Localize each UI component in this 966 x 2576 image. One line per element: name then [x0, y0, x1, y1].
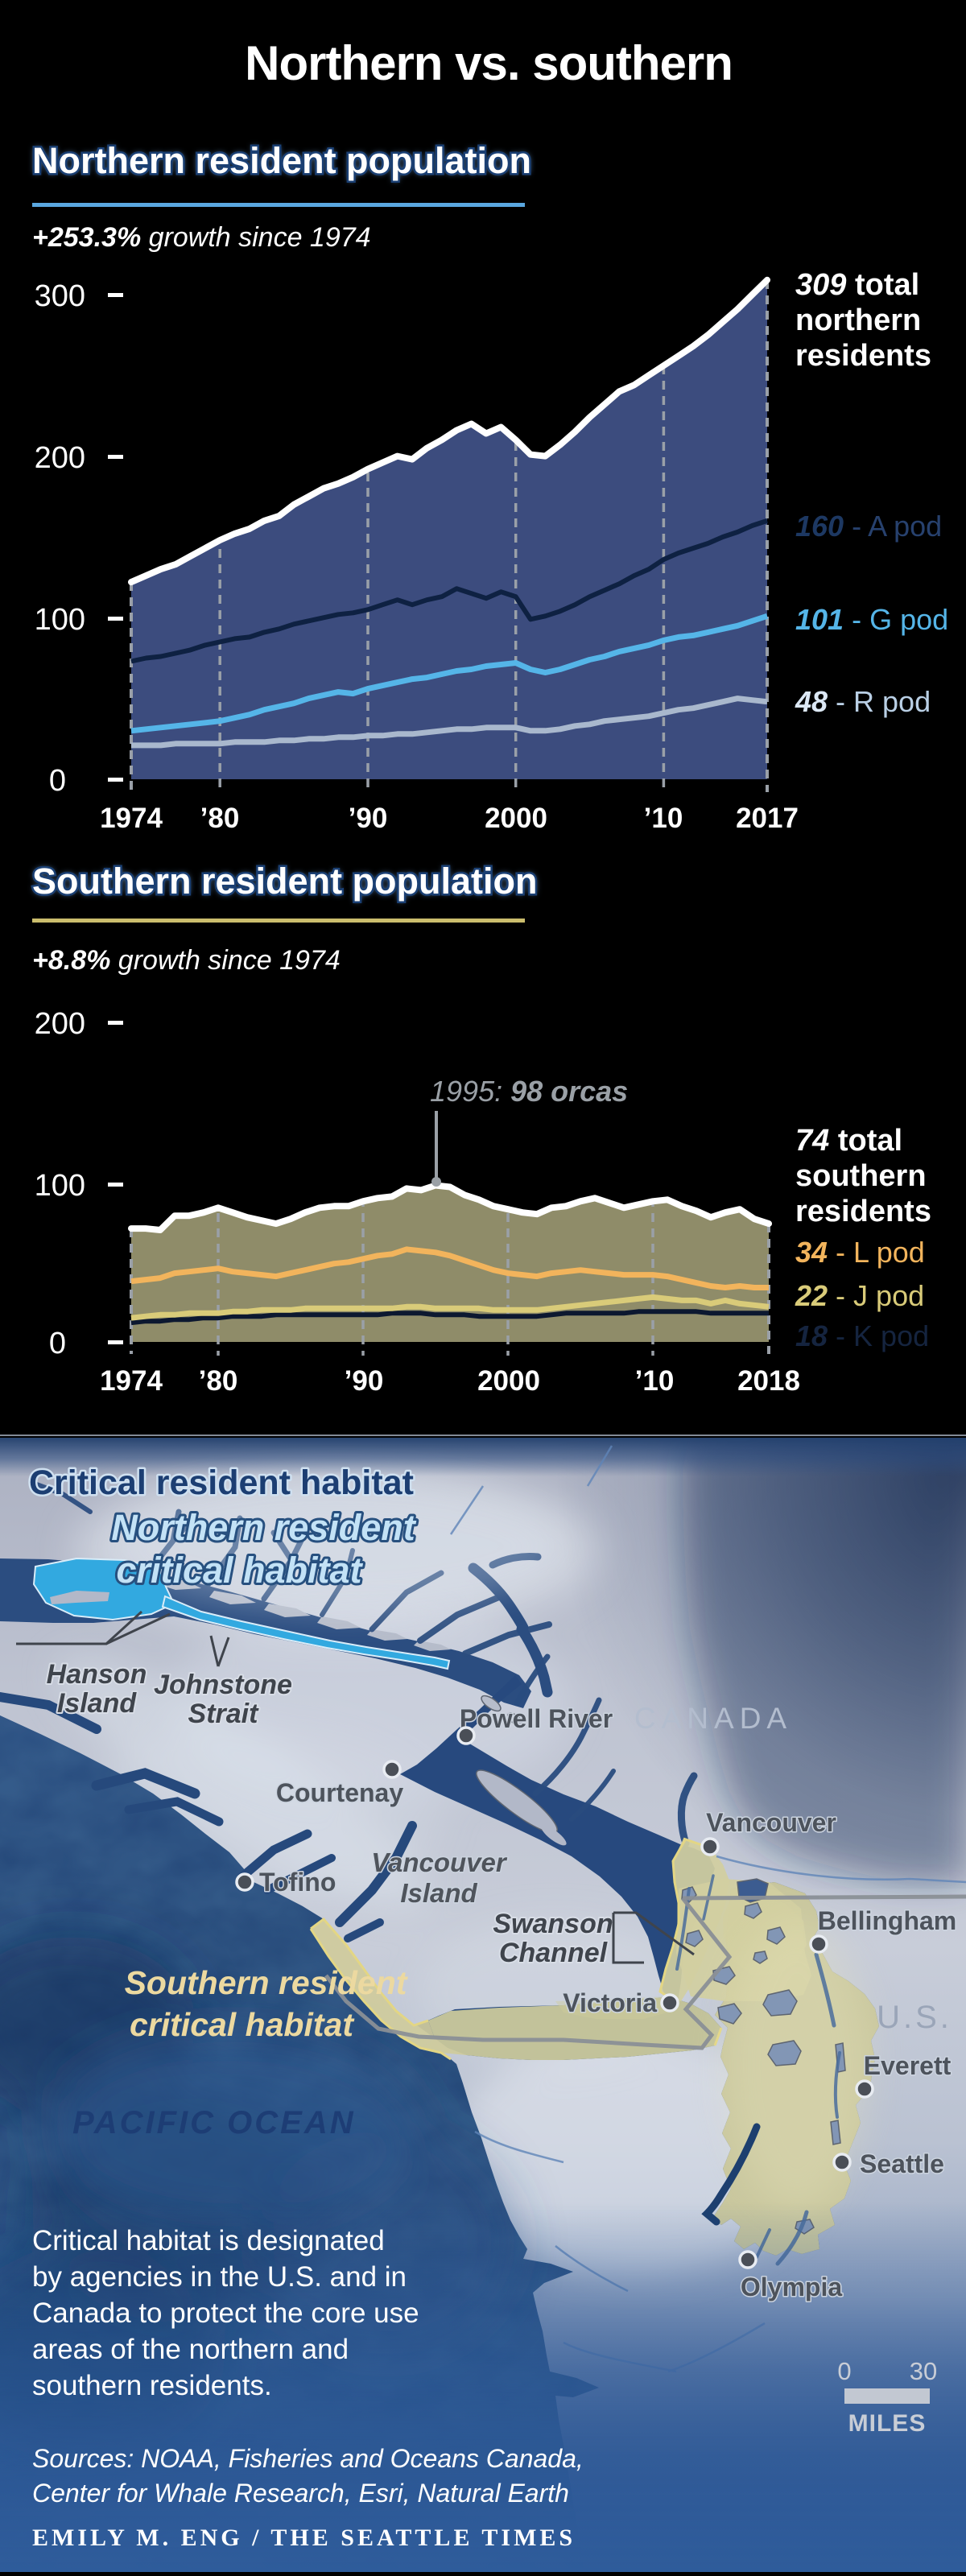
svg-text:critical habitat: critical habitat	[116, 1550, 363, 1591]
svg-text:southern: southern	[795, 1159, 927, 1193]
svg-text:Seattle: Seattle	[860, 2149, 944, 2178]
svg-text:Hanson: Hanson	[47, 1659, 147, 1690]
svg-text:0: 0	[49, 764, 66, 798]
svg-text:Island: Island	[400, 1878, 477, 1908]
svg-text:160 - A pod: 160 - A pod	[795, 510, 942, 543]
svg-text:Vancouver: Vancouver	[371, 1847, 508, 1877]
svg-text:residents: residents	[795, 339, 931, 373]
svg-text:74 total: 74 total	[795, 1124, 902, 1158]
svg-text:Courtenay: Courtenay	[276, 1778, 403, 1807]
svg-text:100: 100	[35, 603, 85, 637]
svg-text:1974: 1974	[100, 1365, 163, 1397]
svg-text:CANADA: CANADA	[634, 1702, 792, 1735]
svg-text:Critical resident habitat: Critical resident habitat	[29, 1463, 414, 1502]
svg-text:Victoria: Victoria	[563, 1988, 657, 2017]
svg-text:0: 0	[49, 1327, 66, 1360]
svg-text:’10: ’10	[644, 803, 683, 834]
svg-text:U.S.: U.S.	[877, 2000, 952, 2035]
svg-text:Swanson: Swanson	[493, 1909, 613, 1939]
svg-text:200: 200	[35, 441, 85, 475]
svg-text:Vancouver: Vancouver	[706, 1808, 836, 1837]
svg-text:0: 0	[837, 2357, 851, 2385]
svg-text:200: 200	[35, 1007, 85, 1041]
svg-text:residents: residents	[795, 1195, 931, 1228]
svg-text:areas of the northern and: areas of the northern and	[32, 2334, 349, 2365]
svg-text:48 - R pod: 48 - R pod	[795, 685, 931, 718]
svg-text:Northern resident: Northern resident	[111, 1507, 417, 1548]
svg-text:southern residents.: southern residents.	[32, 2370, 272, 2401]
svg-text:Center for Whale Research, Esr: Center for Whale Research, Esri, Natural…	[32, 2479, 569, 2508]
svg-text:100: 100	[35, 1169, 85, 1203]
svg-text:34 - L pod: 34 - L pod	[795, 1236, 925, 1269]
svg-text:Johnstone: Johnstone	[154, 1670, 292, 1700]
svg-text:18 - K pod: 18 - K pod	[795, 1319, 929, 1352]
svg-text:’90: ’90	[345, 1365, 384, 1397]
svg-text:2018: 2018	[737, 1365, 800, 1397]
svg-text:1974: 1974	[100, 803, 163, 834]
svg-text:EMILY M. ENG / THE SEATTLE TIM: EMILY M. ENG / THE SEATTLE TIMES	[32, 2524, 576, 2551]
svg-text:’80: ’80	[200, 803, 240, 834]
svg-text:PACIFIC OCEAN: PACIFIC OCEAN	[72, 2105, 356, 2140]
svg-text:101 - G pod: 101 - G pod	[795, 603, 948, 636]
svg-text:critical habitat: critical habitat	[130, 2006, 355, 2043]
svg-text:Strait: Strait	[188, 1699, 260, 1729]
svg-text:MILES: MILES	[848, 2410, 927, 2437]
svg-text:Southern resident: Southern resident	[125, 1964, 409, 2001]
svg-text:300: 300	[35, 279, 85, 313]
svg-text:22 - J pod: 22 - J pod	[795, 1279, 924, 1312]
svg-text:2000: 2000	[485, 803, 547, 834]
svg-text:2000: 2000	[477, 1365, 540, 1397]
svg-text:Critical habitat is designated: Critical habitat is designated	[32, 2225, 385, 2256]
svg-text:Bellingham: Bellingham	[818, 1906, 956, 1935]
svg-text:Sources: NOAA, Fisheries and O: Sources: NOAA, Fisheries and Oceans Cana…	[32, 2444, 584, 2473]
svg-text:northern: northern	[795, 303, 921, 337]
svg-text:Canada to protect the core use: Canada to protect the core use	[32, 2297, 419, 2329]
svg-text:Everett: Everett	[864, 2051, 952, 2080]
svg-text:30: 30	[910, 2357, 937, 2385]
svg-text:’90: ’90	[349, 803, 388, 834]
svg-text:2017: 2017	[736, 803, 799, 834]
svg-text:Tofino: Tofino	[259, 1868, 336, 1897]
svg-text:Island: Island	[57, 1688, 137, 1719]
svg-text:’10: ’10	[635, 1365, 675, 1397]
svg-text:1995: 98 orcas: 1995: 98 orcas	[430, 1075, 628, 1108]
svg-text:Olympia: Olympia	[741, 2273, 842, 2301]
svg-text:by agencies in the U.S. and in: by agencies in the U.S. and in	[32, 2261, 407, 2293]
svg-text:309 total: 309 total	[795, 268, 919, 302]
svg-text:Powell River: Powell River	[460, 1704, 613, 1733]
svg-text:’80: ’80	[199, 1365, 238, 1397]
svg-text:Channel: Channel	[499, 1938, 609, 1968]
